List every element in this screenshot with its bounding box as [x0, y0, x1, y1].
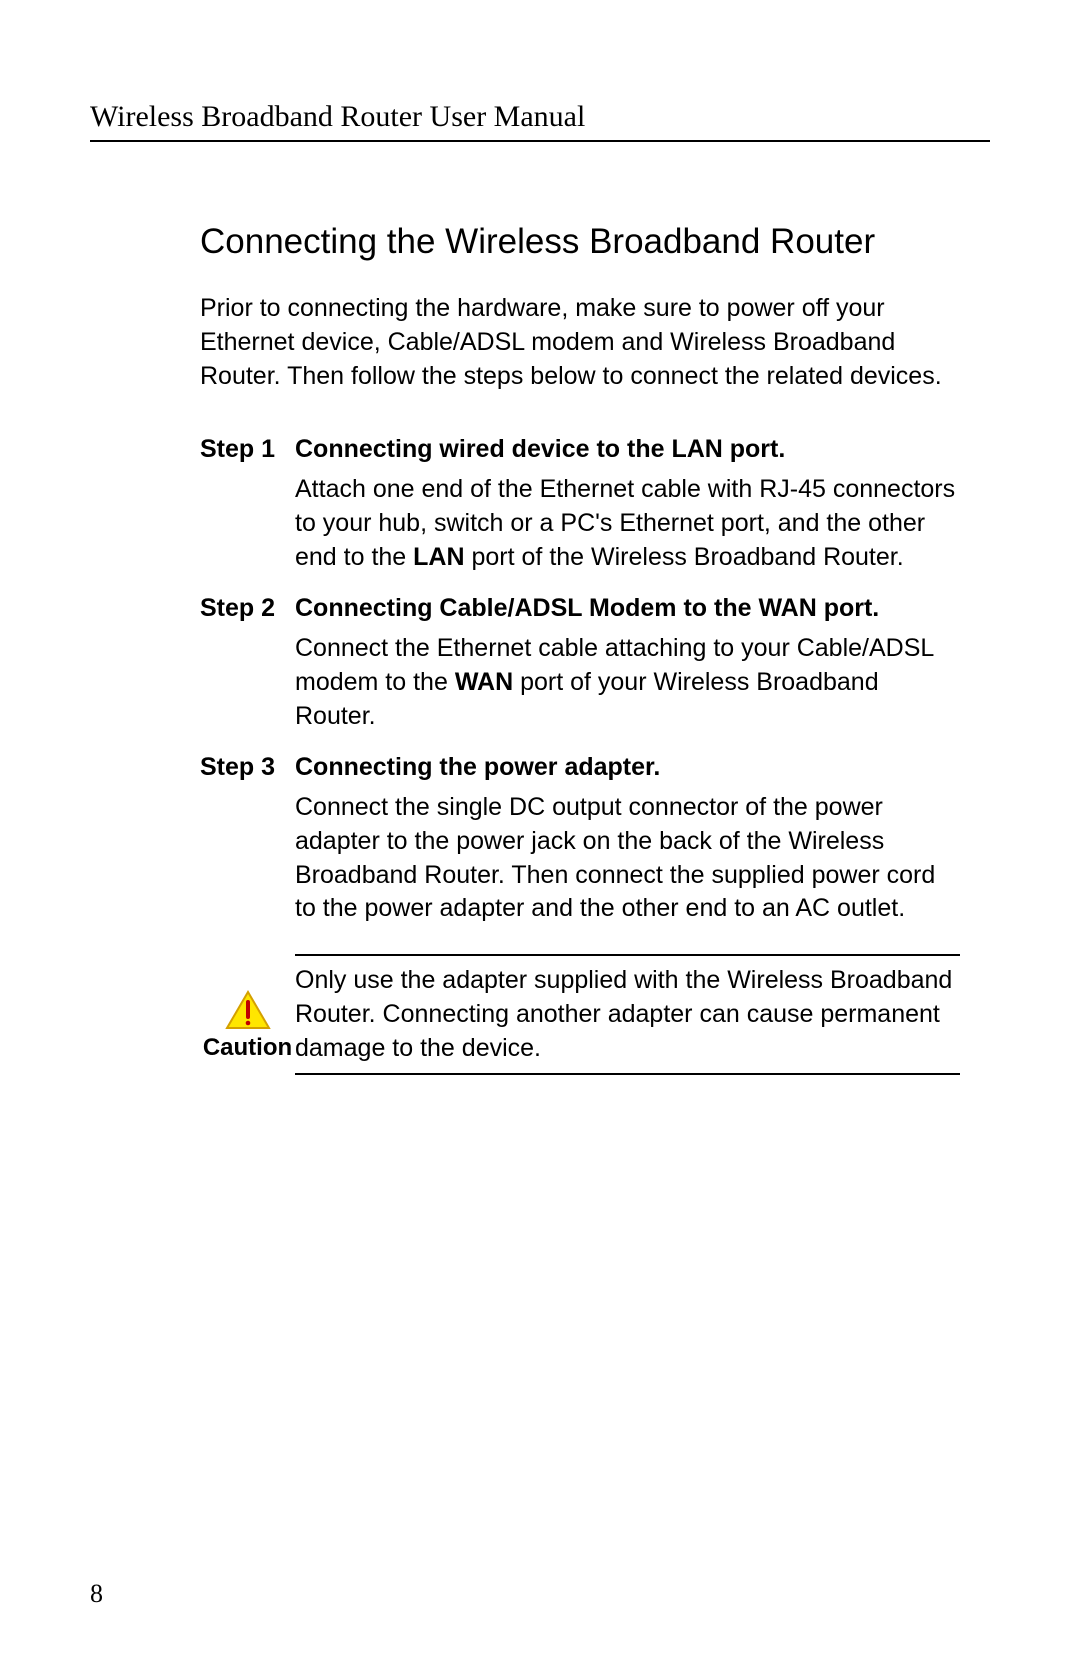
step-title: Connecting Cable/ADSL Modem to the WAN p… [295, 592, 960, 626]
step-item: Step 3 Connecting the power adapter. Con… [200, 751, 960, 926]
caution-left: Caution [200, 954, 295, 1075]
caution-block: Caution Only use the adapter supplied wi… [200, 954, 960, 1075]
warning-icon [225, 990, 271, 1030]
step-label: Step 2 [200, 592, 295, 733]
step-title: Connecting the power adapter. [295, 751, 960, 785]
step-item: Step 2 Connecting Cable/ADSL Modem to th… [200, 592, 960, 733]
step-description: Connect the Ethernet cable attaching to … [295, 632, 960, 733]
page-header: Wireless Broadband Router User Manual [90, 100, 990, 142]
step-desc-post: port of the Wireless Broadband Router. [465, 543, 904, 571]
step-desc-pre: Connect the single DC output connector o… [295, 793, 935, 922]
step-body: Connecting wired device to the LAN port.… [295, 433, 960, 574]
step-label: Step 1 [200, 433, 295, 574]
section-intro: Prior to connecting the hardware, make s… [200, 292, 960, 393]
caution-label: Caution [203, 1034, 292, 1062]
warning-icon-bang-dot [245, 1021, 250, 1026]
step-item: Step 1 Connecting wired device to the LA… [200, 433, 960, 574]
caution-rule-top [295, 954, 960, 956]
step-label: Step 3 [200, 751, 295, 926]
page-number: 8 [90, 1579, 103, 1609]
step-description: Connect the single DC output connector o… [295, 791, 960, 926]
step-desc-bold: LAN [413, 543, 464, 571]
step-description: Attach one end of the Ethernet cable wit… [295, 473, 960, 574]
section-title: Connecting the Wireless Broadband Router [200, 222, 960, 262]
step-title: Connecting wired device to the LAN port. [295, 433, 960, 467]
step-desc-bold: WAN [455, 668, 513, 696]
document-page: Wireless Broadband Router User Manual Co… [0, 0, 1080, 1669]
caution-right: Only use the adapter supplied with the W… [295, 954, 960, 1075]
content-area: Connecting the Wireless Broadband Router… [90, 222, 990, 1075]
caution-text: Only use the adapter supplied with the W… [295, 964, 960, 1065]
caution-rule-bottom [295, 1073, 960, 1075]
step-body: Connecting Cable/ADSL Modem to the WAN p… [295, 592, 960, 733]
step-body: Connecting the power adapter. Connect th… [295, 751, 960, 926]
steps-list: Step 1 Connecting wired device to the LA… [200, 433, 960, 926]
header-title: Wireless Broadband Router User Manual [90, 100, 585, 133]
